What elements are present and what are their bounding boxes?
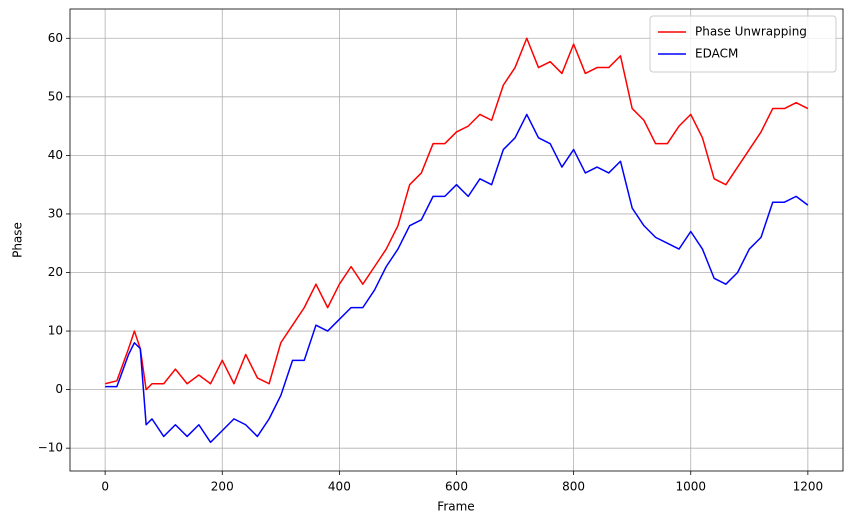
x-axis-label: Frame <box>437 500 474 514</box>
legend-label: EDACM <box>695 47 738 61</box>
x-tick-label: 600 <box>445 480 468 494</box>
x-tick-label: 200 <box>211 480 234 494</box>
y-tick-label: 60 <box>48 31 63 45</box>
x-tick-label: 1000 <box>675 480 706 494</box>
x-tick-label: 1200 <box>793 480 824 494</box>
x-tick-label: 800 <box>562 480 585 494</box>
plot-frame <box>69 8 844 472</box>
y-tick-label: 50 <box>48 89 63 103</box>
y-tick-label: 0 <box>55 382 63 396</box>
y-tick-label: 40 <box>48 148 63 162</box>
legend-label: Phase Unwrapping <box>695 25 807 39</box>
line-series <box>105 113 809 444</box>
y-axis-label: Phase <box>11 222 25 258</box>
x-tick-label: 400 <box>328 480 351 494</box>
y-tick-label: 20 <box>48 265 63 279</box>
y-tick-label: −10 <box>38 441 63 455</box>
y-tick-label: 30 <box>48 206 63 220</box>
x-tick-label: 0 <box>101 480 109 494</box>
legend-box <box>649 15 837 73</box>
y-tick-label: 10 <box>48 324 63 338</box>
line-series <box>104 37 809 391</box>
